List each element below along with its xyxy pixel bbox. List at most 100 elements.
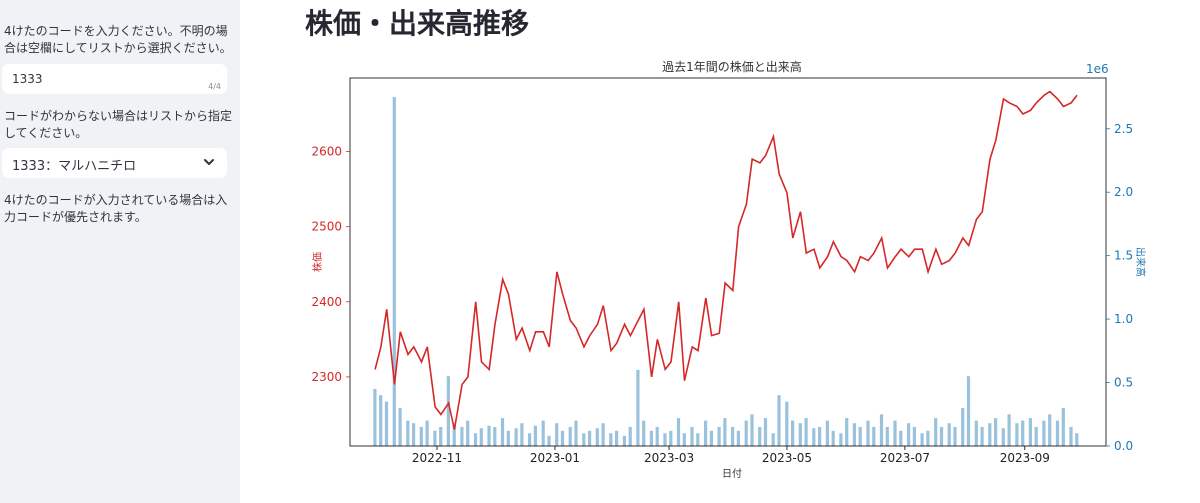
volume-bar [373,388,377,446]
volume-bar [736,430,740,446]
volume-bar [966,376,971,446]
volume-bar [893,420,897,446]
y-tick-label: 2500 [311,220,342,234]
volume-bar [953,427,957,446]
volume-bar [609,433,613,446]
x-axis-label: 日付 [722,467,742,480]
sidebar: 4けたのコードを入力ください。不明の場合は空欄にしてリストから選択ください。 1… [0,0,240,503]
volume-bar [845,418,849,446]
volume-bar [392,97,396,446]
volume-bar [858,427,862,446]
volume-bar [433,430,437,446]
volume-bar [763,418,768,446]
volume-bars [373,97,1079,446]
volume-bar [709,430,713,446]
volume-bar [466,420,470,446]
volume-bar [595,428,599,446]
volume-bar [899,430,903,446]
volume-bar [920,433,924,446]
volume-bar [791,420,795,446]
volume-bar [568,427,572,446]
volume-bar [1069,427,1073,446]
volume-bar [777,395,781,446]
y-axis-right: 0.0 0.5 1.0 1.5 2.0 2.5 [1106,122,1133,453]
volume-bar [622,435,626,446]
x-tick-label: 2023-07 [880,451,930,465]
volume-bar [818,427,822,446]
volume-bar [676,418,681,446]
volume-bar [506,430,510,446]
volume-bar [1048,414,1052,446]
volume-bar [452,423,456,446]
x-tick-label: 2022-11 [412,451,462,465]
volume-bar [1007,414,1011,446]
volume-bar [758,427,762,446]
volume-bar [939,427,944,446]
volume-bar [628,427,632,446]
volume-bar [744,420,748,446]
chevron-down-icon [204,159,214,165]
volume-bar [934,418,938,446]
y2-tick-label: 0.5 [1114,376,1133,390]
volume-bar [988,423,992,446]
volume-bar [804,418,808,446]
volume-bar [473,433,478,446]
volume-bar [1015,423,1019,446]
volume-bar [419,427,423,446]
page-title: 株価・出来高推移 [305,7,530,40]
volume-bar [994,418,998,446]
char-counter: 4/4 [208,82,221,91]
company-select-value: 1333：マルハニチロ [12,159,137,174]
volume-bar [704,420,708,446]
volume-bar [866,420,870,446]
volume-bar [831,430,835,446]
priority-note: 4けたのコードが入力されている場合は入力コードが優先されます。 [4,193,228,224]
volume-bar [907,423,911,446]
price-volume-chart: 過去1年間の株価と出来高 2022-11 2023-01 2023-03 2023-0… [311,59,1147,480]
volume-bar [547,435,551,446]
chart-title: 過去1年間の株価と出来高 [662,59,802,74]
volume-bar [825,420,829,446]
volume-bar [1001,428,1005,446]
volume-bar [533,425,537,446]
y2-tick-label: 0.0 [1114,439,1133,453]
plot-frame [349,77,1107,447]
volume-bar [696,433,700,446]
x-tick-label: 2023-01 [530,451,580,465]
volume-bar [379,395,383,446]
y2-axis-label: 出来高 [1134,247,1147,277]
volume-bar [398,407,402,446]
volume-bar [588,430,592,446]
volume-bar [1028,418,1032,446]
volume-bar [541,420,545,446]
stock-code-input[interactable]: 1333 4/4 [2,64,227,94]
volume-bar [528,433,532,446]
volume-bar [642,420,646,446]
company-select[interactable]: 1333：マルハニチロ [2,148,227,178]
y-tick-label: 2400 [311,295,342,309]
volume-bar [500,418,505,446]
volume-bar [690,427,694,446]
volume-bar [723,418,727,446]
volume-bar [926,430,930,446]
volume-bar [812,428,816,446]
volume-bar [406,420,410,446]
volume-bar [582,433,586,446]
code-help-text: 4けたのコードを入力ください。不明の場合は空欄にしてリストから選択ください。 [4,24,232,55]
y2-tick-label: 2.5 [1114,122,1133,136]
volume-bar [1061,407,1065,446]
volume-bar [514,428,518,446]
volume-bar [446,376,450,446]
y2-offset-text: 1e6 [1086,62,1109,76]
volume-bar [717,427,721,446]
x-tick-label: 2023-05 [762,451,812,465]
volume-bar [682,433,686,446]
volume-bar [1034,427,1038,446]
volume-bar [636,369,640,446]
volume-bar [798,423,802,446]
volume-bar [487,425,491,446]
volume-bar [879,414,884,446]
y-tick-label: 2300 [311,370,342,384]
price-line [374,90,1078,430]
volume-bar [974,420,978,446]
